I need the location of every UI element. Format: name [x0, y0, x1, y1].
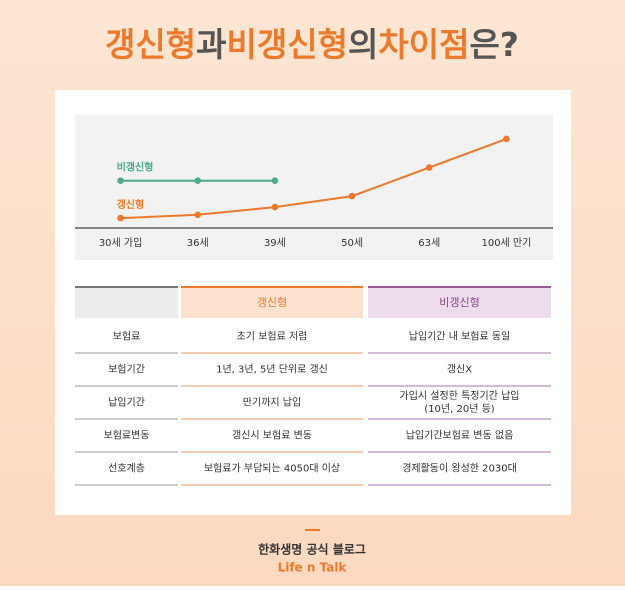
x-tick-label: 100세 만기 — [481, 237, 531, 249]
title-part: 은? — [469, 25, 519, 64]
cell-text: 만기까지 납입 — [243, 396, 301, 409]
series-line — [120, 137, 507, 220]
cell-text: 납입기간 내 보험료 동일 — [409, 330, 511, 343]
data-point — [348, 192, 356, 200]
cell-text: 납입기간 — [108, 396, 145, 409]
cell-text: 1년, 3년, 5년 단위로 갱신 — [216, 363, 328, 376]
cell-text: 초기 보험료 저렴 — [237, 330, 308, 343]
data-point — [117, 214, 124, 222]
title-part: 과 — [196, 25, 226, 64]
cell-text: 갱신X — [447, 364, 472, 376]
x-tick-label: 39세 — [264, 237, 286, 249]
series-label: 갱신형 — [117, 198, 145, 211]
cell-text: 갱신시 보험료 변동 — [232, 430, 312, 442]
cell-text: 보험료 — [113, 331, 141, 343]
footer-company: 한화생명 공식 블로그 — [258, 542, 366, 557]
cell-text: 가입시 설정한 특정기간 납입 — [400, 389, 520, 402]
cell-text: (10년, 20년 등) — [424, 403, 494, 415]
x-tick-label: 63세 — [418, 237, 440, 249]
header-label: 갱신형 — [257, 296, 287, 309]
data-point — [194, 177, 202, 184]
cell-text: 경제활동이 왕성한 2030대 — [402, 462, 517, 475]
title-part: 비갱신형 — [227, 25, 348, 64]
chart-area — [75, 115, 553, 260]
data-point — [117, 177, 124, 184]
series-label: 비갱신형 — [117, 161, 154, 174]
footer-brand: Life n Talk — [278, 561, 348, 575]
cell-text: 보험료변동 — [104, 430, 150, 442]
header-cell — [75, 287, 178, 318]
header-label: 비갱신형 — [439, 296, 479, 309]
x-tick-label: 36세 — [187, 237, 209, 249]
x-tick-label: 30세 가입 — [99, 236, 143, 249]
title: 갱신형과비갱신형의차이점은? — [105, 25, 519, 64]
title-part: 차이점 — [378, 25, 469, 64]
header-cell — [368, 287, 551, 318]
cell-text: 납입기간보험료 변동 없음 — [406, 429, 514, 442]
header-cell — [181, 287, 363, 318]
data-point — [425, 164, 433, 171]
data-point — [271, 203, 279, 211]
data-point — [271, 177, 279, 184]
title-part: 의 — [348, 25, 378, 64]
cell-text: 보험기간 — [108, 364, 145, 376]
title-part: 갱신형 — [105, 25, 196, 64]
cell-text: 보험료가 부담되는 4050대 이상 — [204, 463, 340, 475]
cell-text: 선호계층 — [108, 463, 145, 475]
x-tick-label: 50세 — [341, 237, 363, 249]
data-point — [194, 211, 202, 219]
data-point — [503, 135, 510, 143]
